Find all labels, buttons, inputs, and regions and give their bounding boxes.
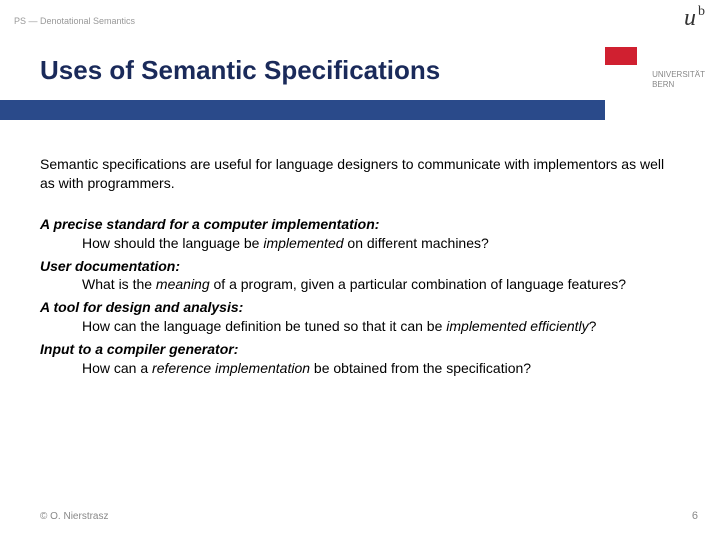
item-post: of a program, given a particular combina… <box>210 276 626 292</box>
item-post: ? <box>589 318 597 334</box>
item-post: be obtained from the specification? <box>310 360 531 376</box>
item-head: User documentation: <box>40 257 680 276</box>
page-number: 6 <box>692 510 698 522</box>
item-pre: How can the language definition be tuned… <box>82 318 446 334</box>
item-em: reference implementation <box>152 360 310 376</box>
item-pre: What is the <box>82 276 156 292</box>
item-body: How can the language definition be tuned… <box>40 317 680 336</box>
intro-text: Semantic specifications are useful for l… <box>40 155 680 193</box>
logo-subtext: UNIVERSITÄT BERN <box>652 70 705 89</box>
item-em: implemented efficiently <box>446 318 588 334</box>
item-body: How should the language be implemented o… <box>40 234 680 253</box>
item-em: meaning <box>156 276 210 292</box>
title-underline-bar <box>0 100 605 120</box>
page-title: Uses of Semantic Specifications <box>40 55 440 86</box>
item-pre: How can a <box>82 360 152 376</box>
item-head: Input to a compiler generator: <box>40 340 680 359</box>
item-body: What is the meaning of a program, given … <box>40 275 680 294</box>
logo-red-block <box>605 47 637 65</box>
logo-u: u <box>684 5 696 32</box>
item-head: A tool for design and analysis: <box>40 298 680 317</box>
logo-b: b <box>698 4 705 19</box>
item-pre: How should the language be <box>82 235 263 251</box>
item-body: How can a reference implementation be ob… <box>40 359 680 378</box>
header-label: PS — Denotational Semantics <box>14 16 135 26</box>
item-post: on different machines? <box>344 235 489 251</box>
logo: ub <box>605 5 705 32</box>
logo-line2: BERN <box>652 80 674 89</box>
logo-line1: UNIVERSITÄT <box>652 70 705 79</box>
content: Semantic specifications are useful for l… <box>40 155 680 380</box>
item-head: A precise standard for a computer implem… <box>40 215 680 234</box>
item-em: implemented <box>263 235 343 251</box>
footer-author: © O. Nierstrasz <box>40 511 109 522</box>
